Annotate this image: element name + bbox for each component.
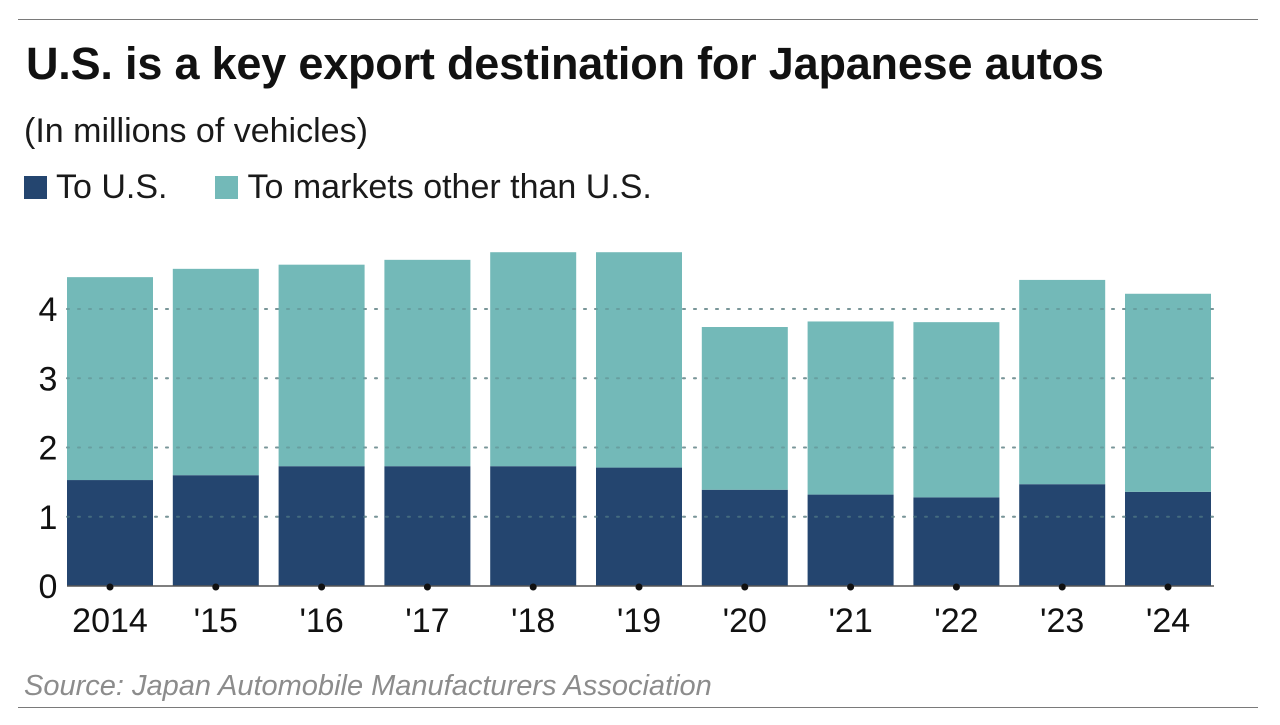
x-tick-label: '15 [194,602,238,640]
bar-segment-to-us [701,489,788,586]
top-rule [18,19,1258,20]
x-tick-mark [106,583,114,591]
bar-segment-to-us [596,467,682,586]
bar-segment-to-us [278,466,365,586]
x-tick-mark [318,583,326,591]
source-note: Source: Japan Automobile Manufacturers A… [24,670,712,702]
bar-segment-to-us [172,475,259,586]
x-tick-mark [423,583,431,591]
legend-label-us: To U.S. [56,168,168,206]
bar-segment-other-markets [701,327,788,490]
x-tick-label: '22 [934,602,978,640]
y-tick-label: 4 [39,291,58,329]
gridlines-overlay [66,308,1219,518]
x-tick-label: '21 [828,602,872,640]
y-tick-label: 1 [39,499,58,537]
chart-subtitle: (In millions of vehicles) [24,112,368,150]
bar-segment-to-us [913,497,1000,586]
x-tick-label: '24 [1146,602,1190,640]
x-axis [67,583,1214,591]
bar-segment-other-markets [913,322,1000,498]
bar-segment-other-markets [172,268,259,476]
y-tick-label: 2 [39,430,58,468]
x-tick-mark [635,583,643,591]
x-tick-mark [741,583,749,591]
x-tick-label: '16 [299,602,343,640]
x-tick-mark [529,583,537,591]
bar-segment-to-us [490,466,577,586]
x-tick-label: '20 [723,602,767,640]
x-tick-mark [212,583,220,591]
chart-title: U.S. is a key export destination for Jap… [26,38,1104,89]
legend-label-other: To markets other than U.S. [247,168,652,206]
bar-segment-other-markets [1019,279,1106,485]
bar-segment-to-us [1019,484,1106,586]
legend-item-other: To markets other than U.S. [215,168,652,207]
bars [67,252,1211,586]
x-tick-mark [847,583,855,591]
x-tick-label: '19 [617,602,661,640]
x-tick-label: 2014 [72,602,148,640]
bottom-rule [18,707,1258,708]
bar-segment-other-markets [1125,293,1211,492]
bar-segment-to-us [807,494,894,586]
legend-swatch-us [24,176,47,199]
x-tick-mark [1164,583,1172,591]
legend: To U.S. To markets other than U.S. [24,168,700,207]
x-tick-label: '18 [511,602,555,640]
bar-segment-other-markets [67,277,153,481]
bar-segment-other-markets [278,264,365,467]
x-tick-label: '17 [405,602,449,640]
x-tick-mark [952,583,960,591]
bar-segment-to-us [67,480,153,586]
legend-item-us: To U.S. [24,168,167,207]
bar-segment-other-markets [384,259,471,467]
bar-segment-other-markets [596,252,682,468]
bar-segment-other-markets [490,252,577,467]
y-tick-label: 0 [39,568,58,606]
x-tick-labels: 2014 '15 '16 '17 '18 '19 '20 '21 '22 '23 '24 [72,602,1190,640]
legend-swatch-other [215,176,239,199]
y-axis: 0 1 2 3 4 [39,291,58,606]
x-tick-mark [1058,583,1066,591]
x-tick-label: '23 [1040,602,1084,640]
bar-segment-to-us [384,466,471,586]
y-tick-label: 3 [39,360,58,398]
bar-segment-other-markets [807,321,894,495]
bar-segment-to-us [1125,491,1211,586]
